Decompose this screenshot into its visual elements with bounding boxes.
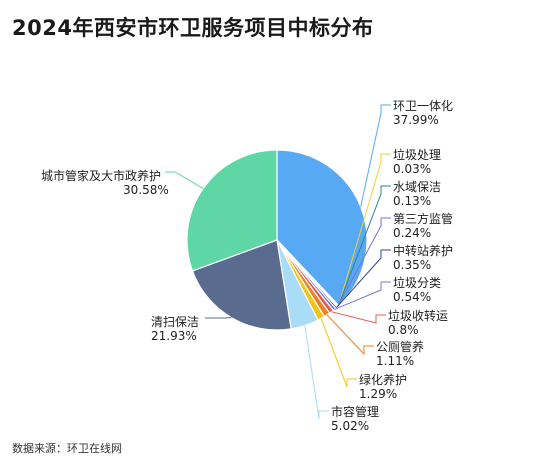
- slice-value-label: 0.54%: [393, 290, 431, 304]
- slice-value-label: 0.24%: [393, 226, 431, 240]
- leader-line: [320, 318, 357, 388]
- slice-name-label: 垃圾收转运: [388, 308, 448, 323]
- leader-line: [335, 249, 391, 309]
- slice-name-label: 垃圾分类: [393, 275, 441, 290]
- slice-value-label: 1.29%: [359, 387, 397, 401]
- data-source: 数据来源：环卫在线网: [12, 442, 122, 455]
- slice-name-label: 中转站养护: [393, 243, 453, 258]
- slice-name-label: 公厕管养: [376, 339, 424, 354]
- slice-value-label: 0.8%: [388, 323, 419, 337]
- slice-name-label: 城市管家及大市政养护: [41, 168, 161, 183]
- pie-slice: [186, 149, 278, 272]
- slice-name-label: 绿化养护: [359, 372, 407, 387]
- slice-value-label: 0.13%: [393, 194, 431, 208]
- pie-slice: [276, 149, 368, 307]
- leader-line: [326, 314, 374, 356]
- slice-value-label: 21.93%: [151, 329, 197, 343]
- slice-name-label: 第三方监管: [393, 211, 453, 226]
- leader-line: [331, 311, 386, 324]
- leader-line: [165, 171, 204, 189]
- slice-name-label: 市容管理: [331, 404, 379, 419]
- slice-name-label: 垃圾处理: [393, 147, 441, 162]
- slice-name-label: 水域保洁: [393, 180, 441, 194]
- slice-value-label: 5.02%: [331, 419, 369, 433]
- leader-line: [334, 281, 391, 310]
- leader-line: [338, 153, 391, 306]
- leader-line: [304, 325, 329, 420]
- leader-line: [360, 104, 391, 207]
- slice-name-label: 清扫保洁: [151, 315, 199, 329]
- leader-line: [337, 185, 391, 307]
- leader-line: [337, 217, 391, 307]
- slice-value-label: 0.03%: [393, 162, 431, 176]
- slice-name-label: 环卫一体化: [393, 99, 453, 113]
- slice-value-label: 37.99%: [393, 113, 439, 127]
- slice-value-label: 0.35%: [393, 258, 431, 272]
- chart-title: 2024年西安市环卫服务项目中标分布: [12, 16, 374, 40]
- slice-value-label: 1.11%: [376, 354, 414, 368]
- slice-value-label: 30.58%: [123, 183, 169, 197]
